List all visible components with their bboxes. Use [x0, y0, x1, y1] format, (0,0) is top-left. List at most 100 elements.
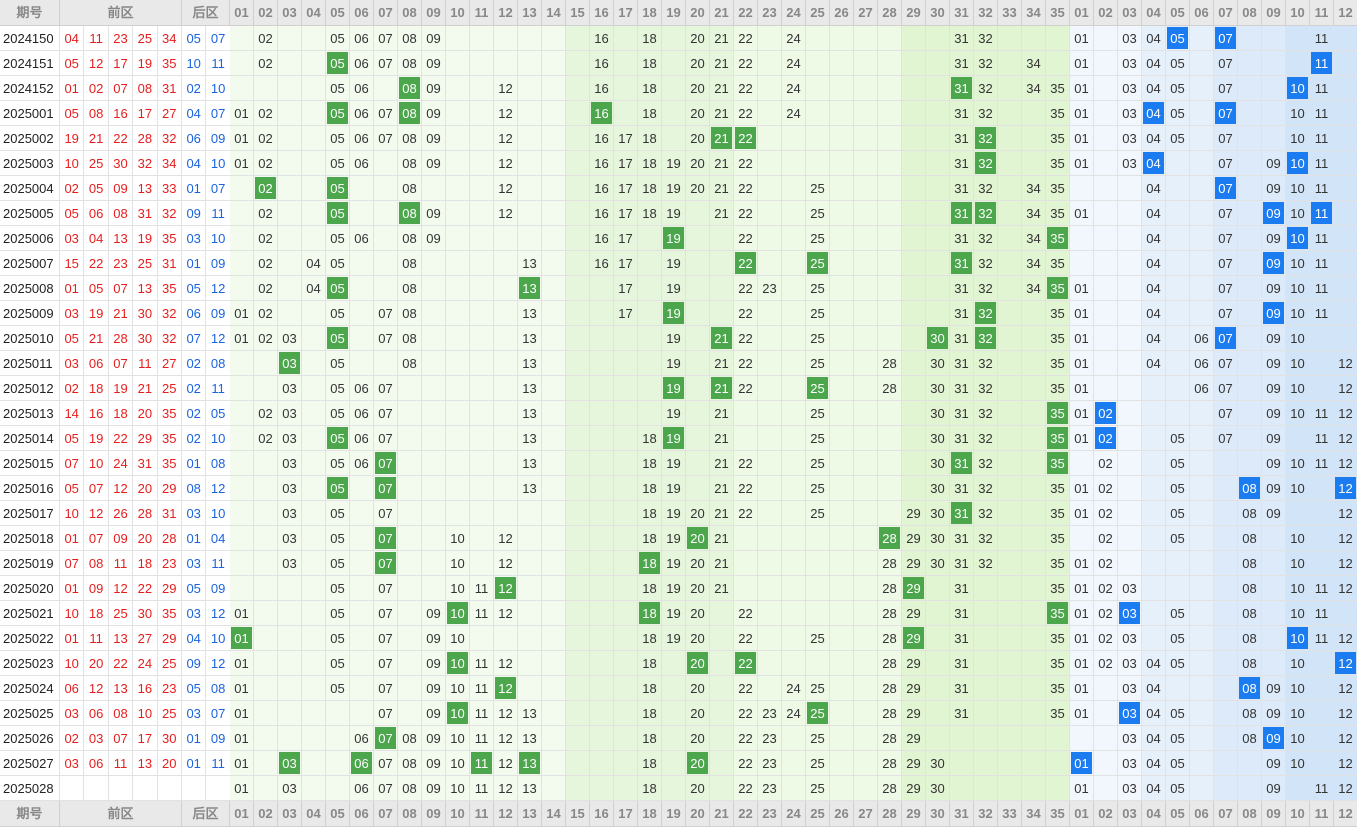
- front-zone-cell: [854, 401, 878, 426]
- front-zone-cell: [398, 651, 422, 676]
- front-zone-cell: 13: [518, 726, 542, 751]
- front-zone-cell: [614, 501, 638, 526]
- front-zone-cell: [878, 101, 902, 126]
- front-drawn-number: 28: [108, 326, 134, 351]
- front-drawn-number: 07: [108, 351, 134, 376]
- back-zone-cell: 08: [1238, 526, 1262, 551]
- front-zone-cell: [686, 376, 710, 401]
- front-zone-cell: 19: [662, 626, 686, 651]
- front-drawn-number: 11: [108, 551, 134, 576]
- front-zone-cell: 17: [614, 226, 638, 251]
- front-zone-cell: [902, 276, 926, 301]
- front-zone-cell: 28: [878, 751, 902, 776]
- front-zone-cell: [278, 726, 302, 751]
- front-hit-marker: 35: [1047, 402, 1068, 424]
- front-zone-cell: 28: [878, 676, 902, 701]
- back-zone-cell: [1334, 126, 1357, 151]
- front-zone-cell: [302, 601, 326, 626]
- back-zone-cell: 04: [1142, 276, 1166, 301]
- front-zone-cell: 03: [278, 426, 302, 451]
- front-zone-cell: 30: [926, 326, 950, 351]
- back-zone-cell: [1214, 701, 1238, 726]
- front-zone-cell: 12: [494, 751, 518, 776]
- front-zone-cell: 25: [806, 176, 830, 201]
- back-zone-cell: [1214, 551, 1238, 576]
- header-front-col: 14: [542, 801, 566, 827]
- front-zone-cell: [998, 551, 1022, 576]
- front-zone-cell: [830, 401, 854, 426]
- front-zone-cell: 18: [638, 601, 662, 626]
- front-zone-cell: 13: [518, 301, 542, 326]
- front-zone-cell: 09: [422, 26, 446, 51]
- header-front-col: 15: [566, 801, 590, 827]
- front-zone-cell: [878, 51, 902, 76]
- back-zone-cell: 02: [1094, 576, 1118, 601]
- front-hit-marker: 21: [711, 127, 732, 149]
- front-zone-cell: 34: [1022, 201, 1046, 226]
- back-zone-cell: 03: [1118, 601, 1142, 626]
- front-zone-cell: [998, 601, 1022, 626]
- front-zone-cell: 08: [398, 726, 422, 751]
- front-zone-cell: [902, 201, 926, 226]
- front-zone-cell: [470, 551, 494, 576]
- front-hit-marker: 20: [687, 652, 708, 674]
- front-zone-cell: [854, 301, 878, 326]
- front-zone-cell: 02: [254, 201, 278, 226]
- back-zone-cell: [1142, 401, 1166, 426]
- front-zone-cell: [566, 76, 590, 101]
- front-zone-cell: [590, 476, 614, 501]
- front-zone-cell: 32: [974, 326, 998, 351]
- front-hit-marker: 07: [375, 727, 396, 749]
- front-drawn-number: 01: [60, 526, 85, 551]
- back-zone-cell: [1094, 376, 1118, 401]
- back-zone-cell: [1166, 226, 1190, 251]
- back-hit-marker: 10: [1287, 227, 1308, 249]
- front-zone-cell: 08: [398, 251, 422, 276]
- back-zone-cell: 01: [1070, 126, 1094, 151]
- front-zone-cell: 21: [710, 501, 734, 526]
- header-front-col: 35: [1046, 0, 1070, 26]
- back-zone-cell: 12: [1334, 426, 1357, 451]
- front-zone-cell: [302, 151, 326, 176]
- front-zone-cell: [758, 76, 782, 101]
- front-zone-cell: 05: [326, 51, 350, 76]
- back-zone-cell: 01: [1070, 301, 1094, 326]
- back-zone-cell: [1310, 501, 1334, 526]
- back-hit-marker: 02: [1095, 427, 1116, 449]
- front-zone-cell: 29: [902, 676, 926, 701]
- front-zone-cell: 32: [974, 401, 998, 426]
- back-drawn-number: 10: [206, 151, 231, 176]
- front-zone-cell: [446, 151, 470, 176]
- front-zone-cell: [518, 601, 542, 626]
- front-zone-cell: 31: [950, 151, 974, 176]
- front-zone-cell: 35: [1046, 451, 1070, 476]
- back-zone-cell: 07: [1214, 126, 1238, 151]
- front-drawn-number: 03: [60, 301, 85, 326]
- period-number: 2024151: [0, 51, 60, 76]
- back-zone-cell: 09: [1262, 351, 1286, 376]
- back-zone-cell: 12: [1334, 526, 1357, 551]
- front-zone-cell: [518, 501, 542, 526]
- front-zone-cell: 13: [518, 451, 542, 476]
- back-zone-cell: [1094, 276, 1118, 301]
- front-zone-cell: 07: [374, 676, 398, 701]
- front-zone-cell: 09: [422, 201, 446, 226]
- front-zone-cell: [542, 601, 566, 626]
- back-zone-cell: 07: [1214, 326, 1238, 351]
- front-drawn-number: 06: [84, 201, 109, 226]
- front-zone-cell: 22: [734, 776, 758, 801]
- front-hit-marker: 06: [351, 752, 372, 774]
- front-zone-cell: [230, 451, 254, 476]
- front-zone-cell: [350, 501, 374, 526]
- back-zone-cell: 08: [1238, 626, 1262, 651]
- front-hit-marker: 07: [375, 552, 396, 574]
- front-zone-cell: [350, 551, 374, 576]
- back-zone-cell: [1190, 76, 1214, 101]
- front-zone-cell: [302, 176, 326, 201]
- front-zone-cell: 21: [710, 451, 734, 476]
- front-zone-cell: 28: [878, 601, 902, 626]
- front-zone-cell: [494, 51, 518, 76]
- front-zone-cell: [782, 326, 806, 351]
- front-zone-cell: 34: [1022, 251, 1046, 276]
- back-zone-cell: [1190, 776, 1214, 801]
